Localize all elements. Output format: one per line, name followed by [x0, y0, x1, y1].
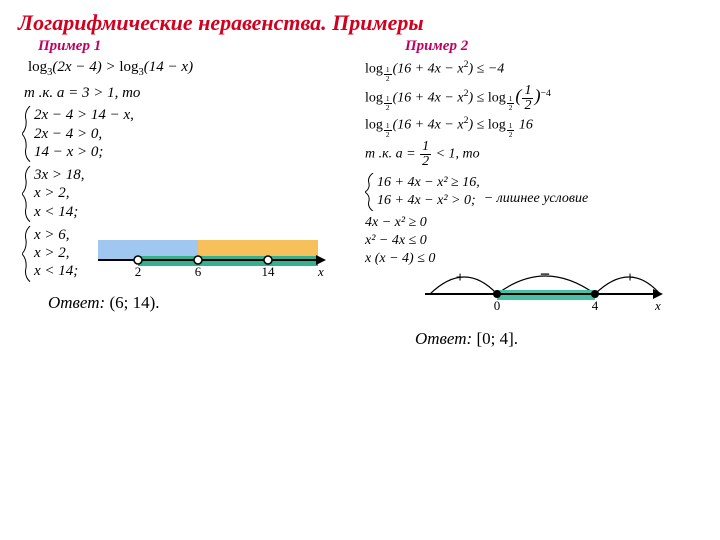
- svg-text:x: x: [317, 264, 324, 279]
- example-2-heading: Пример 2: [405, 38, 702, 55]
- svg-text:−: −: [540, 264, 550, 284]
- ex1-system-1: 2x − 4 > 14 − x, 2x − 4 > 0, 14 − x > 0;: [22, 106, 355, 162]
- example-1-heading: Пример 1: [38, 38, 355, 55]
- svg-text:0: 0: [494, 298, 501, 313]
- ex1-sys1-r3: 14 − x > 0;: [34, 144, 134, 161]
- ex2-post1: 4x − x² ≥ 0: [365, 215, 702, 231]
- ex1-sys3-r3: x < 14;: [34, 263, 78, 280]
- ex1-system-2: 3x > 18, x > 2, x < 14;: [22, 166, 355, 222]
- ex2-post2: x² − 4x ≤ 0: [365, 233, 702, 249]
- ex2-line2: log12(16 + 4x − x2) ≤ log12(12)−4: [365, 84, 702, 113]
- example-2: Пример 2 log12(16 + 4x − x2) ≤ −4 log12(…: [365, 38, 702, 349]
- example-1: Пример 1 log3(2x − 4) > log3(14 − x) т .…: [18, 38, 355, 349]
- ex2-condition: т .к. a = 12 < 1, то: [365, 140, 702, 169]
- ex2-answer: Ответ: [0; 4].: [415, 329, 702, 349]
- ex1-sys2-r1: 3x > 18,: [34, 167, 85, 184]
- ex2-line3: log12(16 + 4x − x2) ≤ log12 16: [365, 115, 702, 138]
- ex2-number-line: + − + 0 4 x: [425, 262, 702, 323]
- ex1-main-inequality: log3(2x − 4) > log3(14 − x): [28, 59, 355, 79]
- svg-text:+: +: [456, 270, 465, 286]
- ex2-line1: log12(16 + 4x − x2) ≤ −4: [365, 59, 702, 82]
- ex1-sys3-r1: x > 6,: [34, 227, 78, 244]
- ex1-sys1-r1: 2x − 4 > 14 − x,: [34, 107, 134, 124]
- ex2-sys-r1: 16 + 4x − x² ≥ 16,: [377, 175, 480, 191]
- svg-text:+: +: [626, 270, 635, 286]
- svg-text:2: 2: [135, 264, 142, 279]
- svg-text:x: x: [654, 298, 661, 313]
- svg-text:4: 4: [592, 298, 599, 313]
- ex2-system: 16 + 4x − x² ≥ 16, 16 + 4x − x² > 0;: [365, 173, 480, 211]
- ex1-sys2-r3: x < 14;: [34, 204, 85, 221]
- ex1-sys2-r2: x > 2,: [34, 185, 85, 202]
- svg-text:14: 14: [262, 264, 276, 279]
- ex1-number-line: 2 6 14 x: [98, 232, 355, 287]
- ex1-sys3-r2: x > 2,: [34, 245, 78, 262]
- ex1-condition: т .к. a = 3 > 1, то: [24, 85, 355, 102]
- ex2-sys-r2: 16 + 4x − x² > 0;: [377, 193, 480, 209]
- ex1-answer: Ответ: (6; 14).: [48, 293, 355, 313]
- ex1-sys1-r2: 2x − 4 > 0,: [34, 126, 134, 143]
- ex2-note: − лишнее условие: [484, 191, 589, 207]
- page-title: Логарифмические неравенства. Примеры: [18, 10, 702, 36]
- svg-text:6: 6: [195, 264, 202, 279]
